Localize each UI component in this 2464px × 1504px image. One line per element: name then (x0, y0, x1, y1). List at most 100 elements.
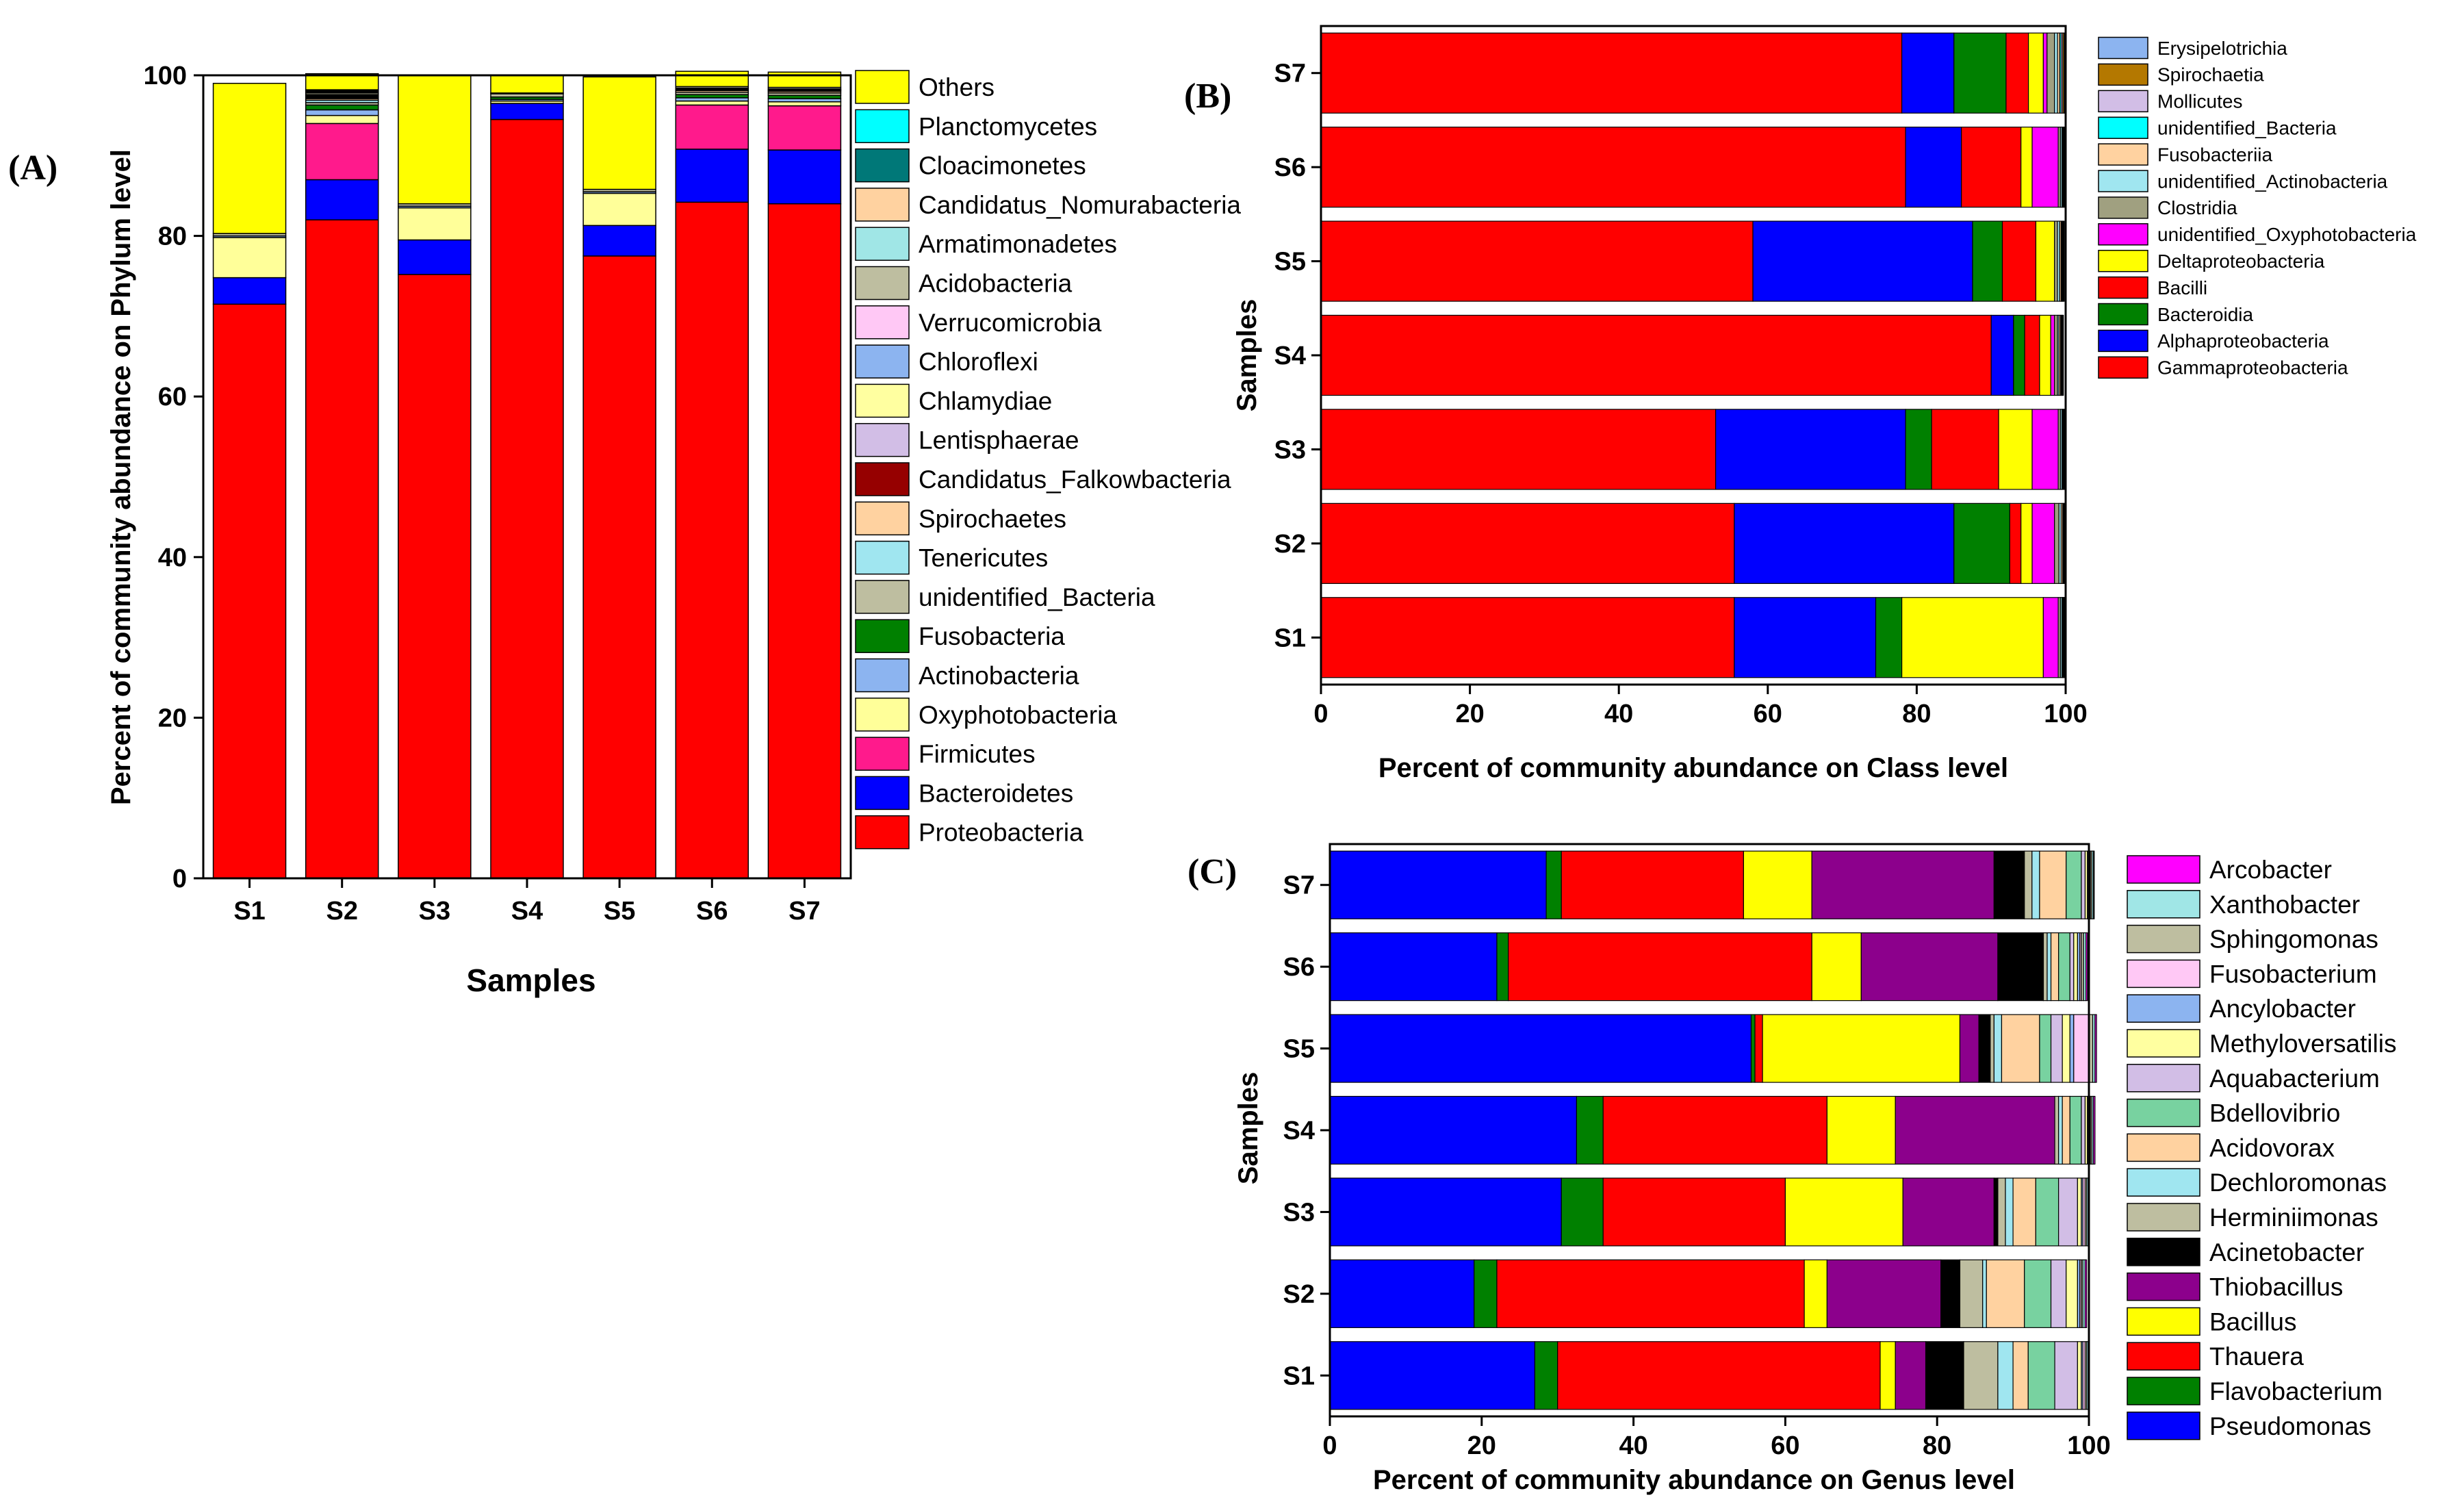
bar-segment-s6-methyloversatilis (2073, 932, 2078, 1002)
legend-swatch-spirochaetes (855, 501, 910, 536)
bar-segment-s1-bacillus (1879, 1341, 1896, 1410)
legend-swatch-unidentified-oxyphotobacteria (2098, 223, 2148, 246)
x-tick-label-20: 20 (1455, 700, 1484, 728)
bar-segment-s3-bacilli (1931, 409, 1999, 490)
bar-segment-s2-bacteroidetes (305, 179, 379, 220)
y-tick-label-s3: S3 (1283, 1198, 1315, 1227)
bar-segment-s5-clostridia (2054, 220, 2058, 302)
bar-segment-s4-acidovorax (2062, 1095, 2070, 1165)
bar-segment-s1-methyloversatilis (2077, 1341, 2082, 1410)
y-axis-title: Samples (1233, 1072, 1263, 1185)
y-tick-label-100: 100 (144, 62, 187, 90)
bar-segment-s5-fusobacterium (2073, 1014, 2090, 1083)
legend-label-armatimonadetes: Armatimonadetes (919, 230, 1117, 258)
legend-swatch-lentisphaerae (855, 422, 910, 457)
legend-label-gammaproteobacteria: Gammaproteobacteria (2157, 357, 2348, 379)
bar-segment-s6-thiobacillus (1860, 932, 1999, 1002)
y-axis-title: Samples (1232, 299, 1262, 412)
legend-swatch-actinobacteria (855, 658, 910, 693)
plot-frame (1329, 843, 2090, 1418)
legend-label-planctomycetes: Planctomycetes (919, 112, 1097, 140)
legend-swatch-acidovorax (2127, 1133, 2200, 1162)
bar-segment-s1-thauera (1557, 1341, 1881, 1410)
legend-label-cloacimonetes: Cloacimonetes (919, 152, 1086, 180)
bar-segment-s6-oxyphotobacteria (675, 100, 749, 106)
legend-label-methyloversatilis: Methyloversatilis (2209, 1030, 2396, 1058)
x-axis-title: Samples (466, 963, 595, 998)
bar-segment-s2-thiobacillus (1826, 1259, 1942, 1328)
bar-segment-s3-alphaproteobacteria (1715, 409, 1906, 490)
legend-label-arcobacter: Arcobacter (2209, 856, 2332, 884)
x-tick-label-100: 100 (2044, 700, 2087, 728)
legend-label-thauera: Thauera (2209, 1342, 2304, 1371)
legend-swatch-arcobacter (2127, 855, 2200, 884)
bar-segment-s3-bdellovibrio (2035, 1177, 2059, 1247)
panel-label: (C) (1188, 852, 1237, 891)
bar-segment-s1-deltaproteobacteria (1901, 597, 2044, 678)
y-tick-label-s3: S3 (1274, 435, 1306, 464)
bar-segment-s1-herminiimonas (1963, 1341, 1999, 1410)
legend-label-fusobacterium: Fusobacterium (2209, 960, 2377, 988)
y-tick-label-20: 20 (158, 704, 187, 732)
plot-frame (1320, 25, 2067, 686)
bar-segment-s4-clostridia (2054, 314, 2058, 396)
chart-panel-b: (B) S1 S2 S3 S4 S5 S6 S7 0 20 40 60 80 100 Percent of … (1184, 25, 2417, 783)
legend-label-firmicutes: Firmicutes (919, 740, 1036, 768)
bar-segment-s3-thiobacillus (1902, 1177, 1994, 1247)
bar-segment-s6-thauera (1508, 932, 1812, 1002)
bar-segment-s6-pseudomonas (1329, 932, 1498, 1002)
y-axis-title: Percent of community abundance on Phylum… (106, 149, 136, 805)
legend: Arcobacter Xanthobacter Sphingomonas Fusoba… (2127, 855, 2396, 1440)
legend-swatch-sphingomonas (2127, 924, 2200, 954)
y-tick-label-s7: S7 (1274, 60, 1306, 88)
bar-segment-s3-others (398, 75, 472, 205)
bar-segment-s1-gammaproteobacteria (1320, 597, 1735, 678)
x-tick-label-s3: S3 (419, 897, 450, 926)
bar-segment-s1-bdellovibrio (2027, 1341, 2055, 1410)
legend-swatch-erysipelotrichia (2098, 36, 2148, 60)
legend-swatch-verrucomicrobia (855, 305, 910, 340)
bar-segment-s1-flavobacterium (1534, 1341, 1558, 1410)
legend-label-fusobacteria: Fusobacteria (919, 622, 1065, 650)
bar-segment-s7-deltaproteobacteria (2028, 32, 2044, 114)
bar-segment-s3-acinetobacter (1993, 1177, 1999, 1247)
bar-segment-s7-aquabacterium (2081, 850, 2086, 919)
legend-swatch-candidatus-nomurabacteria (855, 188, 910, 222)
bar-segment-s6-proteobacteria (675, 201, 749, 879)
legend-swatch-acinetobacter (2127, 1238, 2200, 1266)
x-tick-label-0: 0 (1313, 700, 1328, 728)
bar-segment-s6-arcobacter (2085, 932, 2088, 1002)
bar-segment-s1-acidovorax (2012, 1341, 2029, 1410)
legend-swatch-fusobacteria (855, 619, 910, 653)
bar-segment-s4-erysipelotrichia (2062, 314, 2064, 396)
bar-segment-s4-arcobacter (2093, 1095, 2096, 1165)
legend-label-verrucomicrobia: Verrucomicrobia (919, 309, 1102, 337)
bar-segment-s2-bacilli (2009, 502, 2022, 584)
bar-segment-s3-deltaproteobacteria (1998, 409, 2033, 490)
y-tick-label-60: 60 (158, 383, 187, 411)
bar-segment-s1-proteobacteria (212, 303, 287, 879)
bar-segment-s5-flavobacterium (1750, 1014, 1756, 1083)
bar-segment-s2-unidentified-oxyphotobacteria (2031, 502, 2055, 584)
bar-segment-s2-alphaproteobacteria (1734, 502, 1955, 584)
legend-label-spirochaetes: Spirochaetes (919, 505, 1066, 533)
bar-segment-s5-dechloromonas (1993, 1014, 2003, 1083)
legend-label-thiobacillus: Thiobacillus (2209, 1273, 2343, 1301)
legend-swatch-dechloromonas (2127, 1168, 2200, 1197)
bar-segment-s6-acidovorax (2050, 932, 2059, 1002)
legend-swatch-tenericutes (855, 540, 910, 575)
bar-segment-s5-bacteroidetes (582, 225, 656, 257)
legend-label-herminiimonas: Herminiimonas (2209, 1203, 2378, 1232)
x-tick-label-100: 100 (2067, 1431, 2110, 1460)
bar-segment-s4-unidentified-oxyphotobacteria (2050, 314, 2055, 396)
legend-label-spirochaetia: Spirochaetia (2157, 64, 2264, 86)
legend-label-candidatus-falkowbacteria: Candidatus_Falkowbacteria (919, 466, 1231, 494)
bar-segment-s2-dechloromonas (1982, 1259, 1987, 1328)
bar-segment-s7-bacteroidetes (767, 149, 842, 205)
bar-segment-s3-pseudomonas (1329, 1177, 1562, 1247)
bar-segment-s2-acidovorax (1986, 1259, 2025, 1328)
bar-segment-s6-bacteroidetes (675, 149, 749, 203)
bar-segment-s7-acinetobacter (1993, 850, 2025, 919)
bar-segment-s7-flavobacterium (1545, 850, 1562, 919)
bar-segment-s5-bacilli (2001, 220, 2037, 302)
